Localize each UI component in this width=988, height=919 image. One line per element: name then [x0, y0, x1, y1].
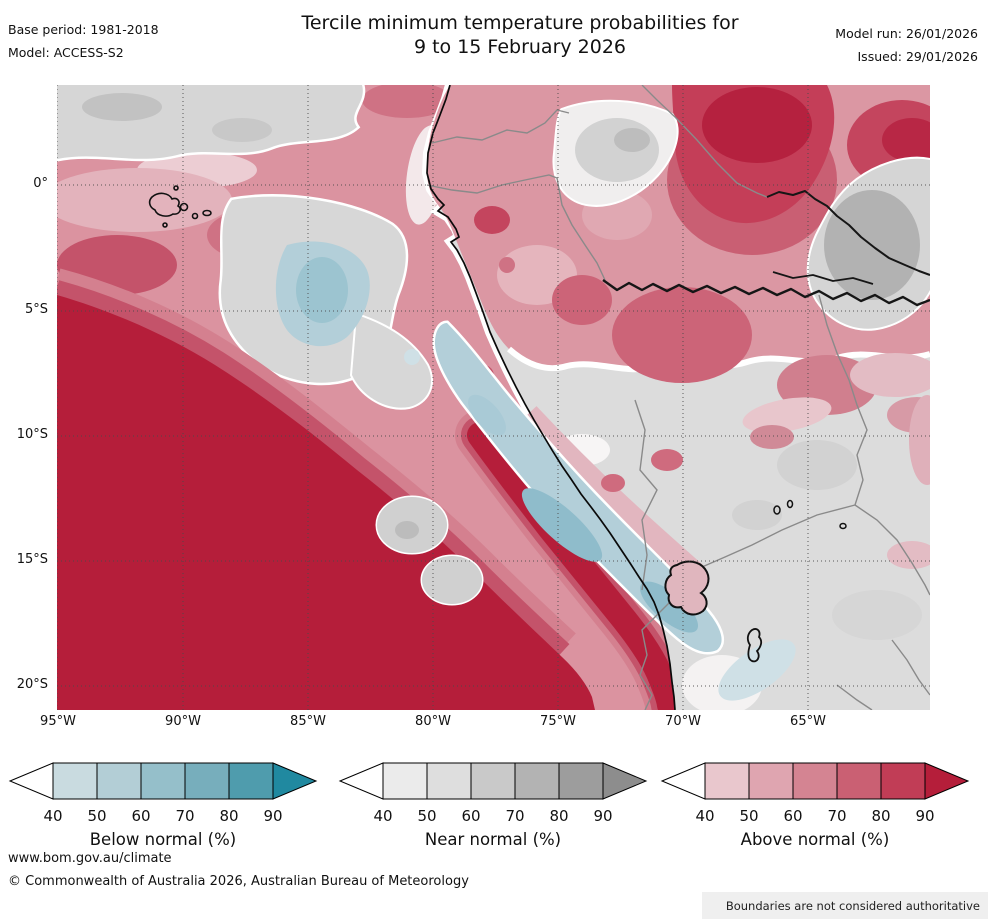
below-normal-band	[432, 320, 725, 655]
svg-text:70: 70	[175, 807, 194, 825]
svg-text:80: 80	[219, 807, 238, 825]
ocean-probability-fields	[57, 85, 595, 710]
svg-text:80: 80	[871, 807, 890, 825]
legend-below-normal: 40 50 60 70 80 90 Below normal (%)	[8, 762, 318, 849]
galapagos-islands	[148, 185, 212, 228]
legend-below-caption: Below normal (%)	[90, 830, 237, 849]
svg-text:50: 50	[739, 807, 758, 825]
base-period-label: Base period: 1981-2018	[8, 22, 159, 37]
svg-text:40: 40	[373, 807, 392, 825]
svg-text:50: 50	[417, 807, 436, 825]
svg-text:90: 90	[915, 807, 934, 825]
boundaries-disclaimer: Boundaries are not considered authoritat…	[725, 898, 980, 913]
model-run-label: Model run: 26/01/2026	[835, 26, 978, 41]
lat-tick-15s: 15°S	[16, 552, 48, 567]
legend-above-over-arrow	[924, 762, 970, 800]
legend-near-caption: Near normal (%)	[425, 830, 561, 849]
lat-tick-10s: 10°S	[16, 427, 48, 442]
legend-near-over-arrow	[602, 762, 648, 800]
copyright-text: © Commonwealth of Australia 2026, Austra…	[8, 874, 469, 889]
model-label: Model: ACCESS-S2	[8, 45, 124, 60]
lon-tick-95w: 95°W	[40, 714, 76, 729]
lon-tick-90w: 90°W	[165, 714, 201, 729]
svg-text:40: 40	[695, 807, 714, 825]
legend-above-normal: 40 50 60 70 80 90 Above normal (%)	[660, 762, 970, 849]
lat-tick-20s: 20°S	[16, 677, 48, 692]
svg-text:50: 50	[87, 807, 106, 825]
lon-tick-65w: 65°W	[790, 714, 826, 729]
boundaries-disclaimer-box: Boundaries are not considered authoritat…	[702, 892, 988, 919]
legend-near-normal: 40 50 60 70 80 90 Near normal (%)	[338, 762, 648, 849]
svg-text:90: 90	[263, 807, 282, 825]
lake-titicaca	[664, 499, 847, 663]
lon-tick-70w: 70°W	[665, 714, 701, 729]
legend-above-under-arrow	[660, 762, 706, 800]
bom-url: www.bom.gov.au/climate	[8, 851, 172, 866]
svg-text:60: 60	[461, 807, 480, 825]
legend-above-caption: Above normal (%)	[741, 830, 890, 849]
svg-text:70: 70	[505, 807, 524, 825]
coastline	[426, 85, 676, 710]
ocean-crimson-region	[57, 295, 595, 710]
map-canvas	[57, 85, 930, 710]
lon-tick-75w: 75°W	[540, 714, 576, 729]
legend-below-over-arrow	[272, 762, 318, 800]
legend-below-under-arrow	[8, 762, 54, 800]
graticule	[57, 85, 930, 710]
svg-text:60: 60	[783, 807, 802, 825]
country-borders	[426, 85, 930, 710]
lon-tick-85w: 85°W	[290, 714, 326, 729]
svg-text:40: 40	[43, 807, 62, 825]
lon-tick-80w: 80°W	[415, 714, 451, 729]
page-subtitle: 9 to 15 February 2026	[413, 36, 627, 58]
page-title: Tercile minimum temperature probabilitie…	[301, 12, 739, 34]
svg-text:90: 90	[593, 807, 612, 825]
svg-text:60: 60	[131, 807, 150, 825]
lat-tick-5s: 5°S	[24, 302, 48, 317]
issued-label: Issued: 29/01/2026	[857, 49, 979, 64]
land-probability-fields	[375, 85, 930, 710]
amazon-rivers	[602, 190, 930, 307]
lat-tick-0: 0°	[33, 176, 48, 191]
svg-text:80: 80	[549, 807, 568, 825]
svg-text:70: 70	[827, 807, 846, 825]
legend-near-under-arrow	[338, 762, 384, 800]
